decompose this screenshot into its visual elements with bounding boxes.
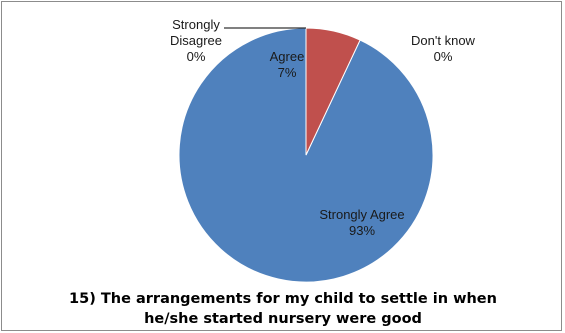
slice-labels: Strongly Agree 93% Agree 7% Strongly Disagree… [170,17,476,238]
slice-label-strongly-agree: Strongly Agree 93% [319,207,404,238]
chart-title: 15) The arrangements for my child to set… [69,291,497,327]
pie-slices [178,27,434,283]
chart-title-text: 15) The arrangements for my child to set… [69,291,497,327]
slice-label-strongly-disagree: Strongly Disagree 0% [170,17,222,64]
slice-label-don-t-know: Don't know 0% [411,33,476,64]
slice-label-agree: Agree 7% [270,49,305,80]
pie-slice-agree [305,27,361,156]
